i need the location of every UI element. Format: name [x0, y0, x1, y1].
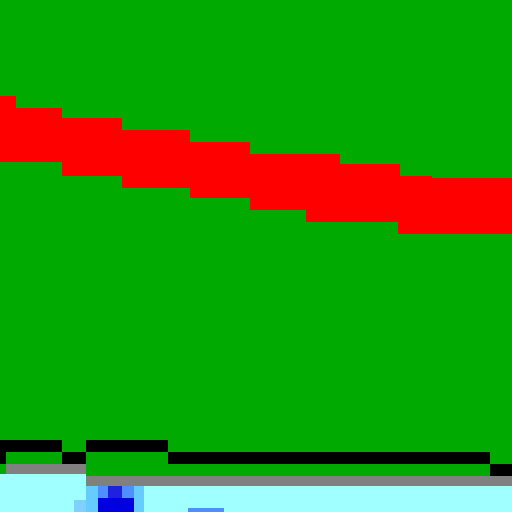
red-band-segment: [398, 176, 432, 234]
red-band-segment: [0, 108, 62, 162]
ledge-grass: [6, 452, 490, 476]
water-area: [0, 474, 512, 512]
red-band-segment: [122, 130, 190, 188]
water-object-small: [188, 508, 224, 512]
water-right: [86, 486, 512, 512]
red-band-segment: [62, 118, 122, 176]
red-band-segment: [306, 164, 400, 222]
ledge-edge: [0, 440, 512, 476]
edge-segment: [86, 440, 168, 452]
edge-segment: [0, 440, 62, 452]
red-band-segment: [432, 178, 512, 234]
edge-segment: [62, 452, 86, 464]
shoreline: [6, 464, 512, 486]
water-object[interactable]: [74, 486, 224, 512]
red-band: [0, 96, 512, 234]
water-object-core: [98, 498, 134, 512]
edge-segment: [0, 452, 6, 464]
red-band-segment: [190, 142, 250, 198]
ledge-grass-mid: [86, 452, 168, 476]
shoreline-left: [6, 464, 86, 474]
water-left: [0, 474, 86, 512]
water-object-highlight: [74, 500, 86, 512]
water-object-core: [108, 486, 122, 498]
edge-segment: [490, 464, 512, 476]
ledge-grass-right: [168, 464, 490, 476]
edge-segment: [168, 452, 490, 464]
ledge-grass-left: [6, 452, 62, 464]
shoreline-right: [86, 476, 512, 486]
